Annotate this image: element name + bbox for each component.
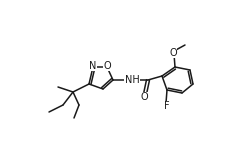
Text: O: O	[140, 92, 148, 102]
Text: O: O	[103, 61, 111, 71]
Text: F: F	[164, 101, 170, 111]
Text: O: O	[169, 48, 177, 58]
Text: NH: NH	[125, 75, 139, 85]
Text: N: N	[89, 61, 97, 71]
